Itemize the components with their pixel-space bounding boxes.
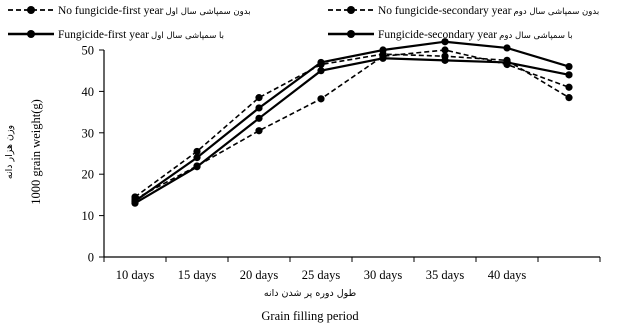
legend-swatch-marker [347, 6, 355, 14]
legend-item-1: No fungicide-first year بدون سمپاشی سال ا… [8, 5, 251, 17]
y-tick-label: 50 [82, 44, 95, 58]
x-tick-label: 35 days [426, 268, 465, 282]
y-axis-title: 1000 grain weight(g) [29, 99, 43, 205]
data-point [131, 197, 139, 205]
data-point [255, 127, 263, 135]
data-point [255, 94, 263, 102]
series-group [131, 38, 573, 207]
x-ticks: 10 days 15 days 20 days 25 days 30 days 35 da… [103, 257, 601, 282]
y-tick-label: 10 [82, 209, 95, 223]
legend-swatch-marker [347, 30, 355, 38]
data-point [317, 58, 325, 67]
x-tick-label: 20 days [240, 268, 279, 282]
legend-swatch-marker [27, 30, 35, 38]
legend-label-fa: با سمپاشی سال دوم [499, 31, 573, 41]
data-point [503, 58, 511, 67]
data-point [255, 114, 263, 122]
data-point [441, 38, 449, 46]
series-4 [131, 38, 573, 205]
y-tick-label: 40 [82, 85, 95, 99]
legend-label: No fungicide-secondary year [378, 5, 512, 17]
series-line [134, 53, 570, 198]
x-tick-label: 40 days [488, 268, 527, 282]
data-point [255, 104, 263, 112]
series-line [134, 57, 570, 205]
legend-label-fa: بدون سمپاشی سال دوم [513, 7, 599, 17]
data-point [193, 147, 201, 156]
legend-item-4: Fungicide-secondary year با سمپاشی سال دو… [328, 29, 573, 41]
data-point [441, 56, 449, 64]
data-point [565, 94, 573, 102]
legend-label-fa: بدون سمپاشی سال اول [165, 7, 250, 17]
data-point [317, 95, 325, 103]
legend-label: Fungicide-first year [58, 29, 149, 41]
data-point [441, 46, 449, 54]
legend-swatch-marker [27, 6, 35, 14]
series-line [134, 40, 570, 203]
data-point [193, 163, 201, 171]
legend-label: No fungicide-first year [58, 5, 164, 17]
y-tick-label: 30 [82, 126, 95, 140]
y-ticks: 0 10 20 30 40 50 [82, 44, 104, 265]
y-axis-title-fa: وزن هزار دانه [4, 125, 15, 179]
data-point [193, 154, 201, 162]
series-3 [131, 54, 573, 207]
legend-item-3: Fungicide-first year با سمپاشی سال اول [8, 29, 224, 41]
data-point [503, 44, 511, 52]
x-tick-label: 25 days [302, 268, 341, 282]
axes [103, 50, 600, 258]
data-point [379, 54, 387, 62]
x-axis-title: Grain filling period [261, 309, 359, 323]
legend-label: Fungicide-secondary year [378, 29, 497, 41]
x-tick-label: 30 days [364, 268, 403, 282]
data-point [565, 83, 573, 91]
y-tick-label: 0 [88, 251, 94, 265]
data-point [317, 67, 325, 75]
legend-label-fa: با سمپاشی سال اول [151, 31, 224, 41]
data-point [565, 62, 573, 71]
series-1 [131, 50, 573, 201]
series-2 [131, 46, 573, 203]
x-axis-title-fa: طول دوره پر شدن دانه [264, 288, 356, 299]
legend: No fungicide-first year بدون سمپاشی سال ا… [8, 5, 599, 41]
x-tick-label: 10 days [116, 268, 155, 282]
series-line [134, 49, 570, 200]
data-point [379, 46, 387, 54]
x-tick-label: 15 days [178, 268, 217, 282]
legend-item-2: No fungicide-secondary year بدون سمپاشی س… [328, 5, 599, 17]
data-point [565, 71, 573, 79]
y-tick-label: 20 [82, 168, 95, 182]
